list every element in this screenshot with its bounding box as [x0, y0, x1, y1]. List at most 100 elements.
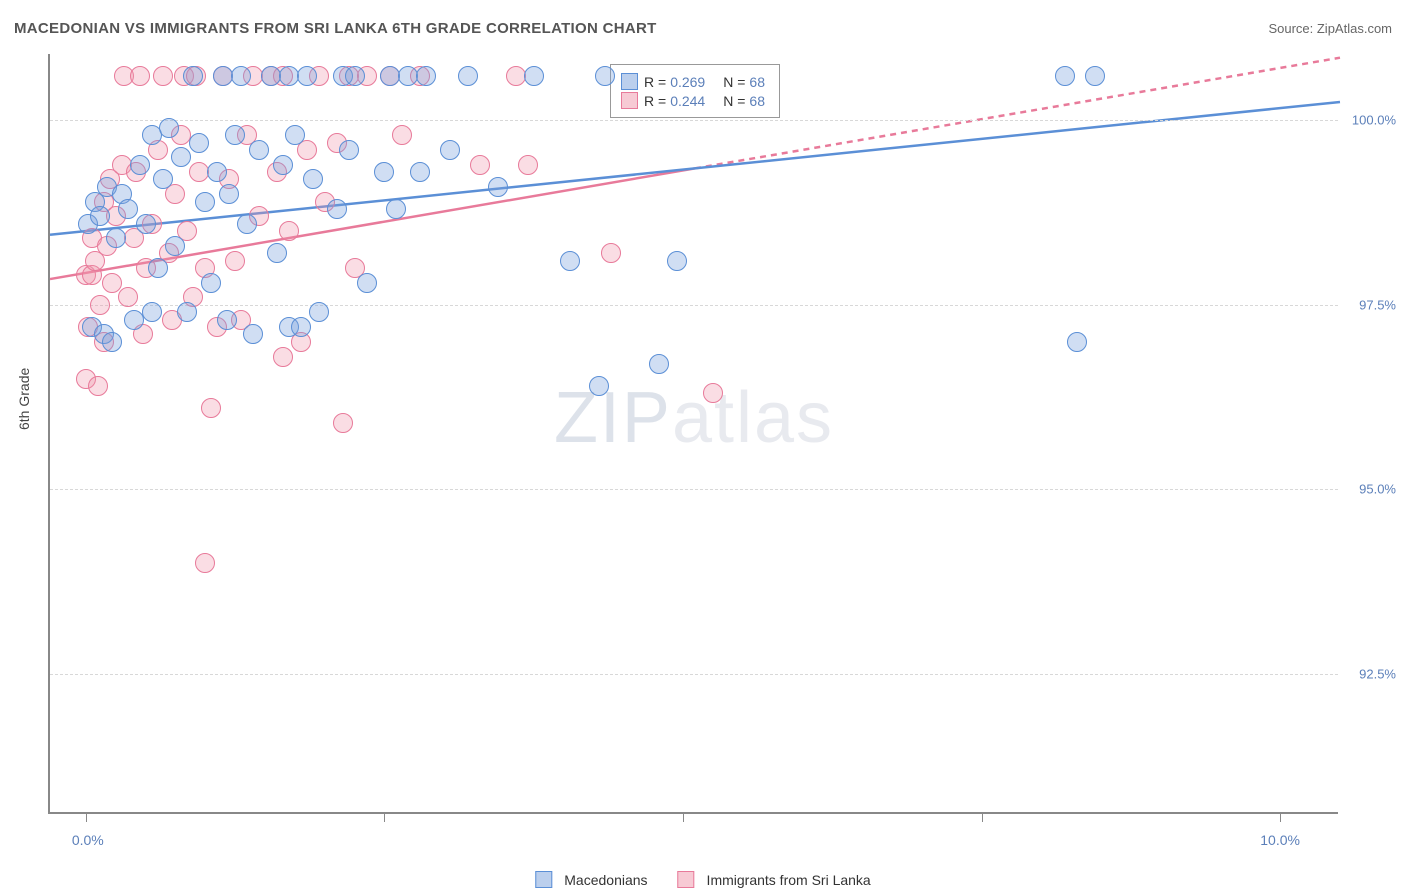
x-tick — [1280, 812, 1281, 822]
scatter-point-blue — [416, 66, 436, 86]
gridline — [50, 120, 1338, 121]
x-tick — [86, 812, 87, 822]
stat-r-label: R = — [644, 93, 666, 109]
scatter-point-blue — [249, 140, 269, 160]
scatter-point-pink — [90, 295, 110, 315]
scatter-point-blue — [589, 376, 609, 396]
legend-item: Macedonians — [535, 871, 647, 888]
legend-label: Immigrants from Sri Lanka — [707, 872, 871, 888]
scatter-point-blue — [440, 140, 460, 160]
stat-n-label: N = — [723, 74, 745, 90]
scatter-point-pink — [195, 553, 215, 573]
scatter-point-pink — [102, 273, 122, 293]
scatter-point-blue — [386, 199, 406, 219]
x-tick — [683, 812, 684, 822]
scatter-point-blue — [183, 66, 203, 86]
scatter-point-blue — [177, 302, 197, 322]
scatter-point-blue — [207, 162, 227, 182]
scatter-point-blue — [357, 273, 377, 293]
scatter-point-blue — [90, 206, 110, 226]
x-tick — [384, 812, 385, 822]
scatter-point-blue — [524, 66, 544, 86]
scatter-point-pink — [130, 66, 150, 86]
y-tick-label: 92.5% — [1359, 666, 1396, 681]
scatter-point-blue — [267, 243, 287, 263]
stat-n-value: 68 — [749, 93, 765, 109]
scatter-point-pink — [88, 376, 108, 396]
scatter-point-blue — [148, 258, 168, 278]
gridline — [50, 489, 1338, 490]
stat-r-value: 0.269 — [670, 74, 705, 90]
scatter-point-blue — [667, 251, 687, 271]
scatter-point-blue — [309, 302, 329, 322]
scatter-point-blue — [201, 273, 221, 293]
scatter-point-blue — [217, 310, 237, 330]
scatter-point-blue — [243, 324, 263, 344]
stats-legend-row: R =0.244 N =68 — [621, 92, 769, 109]
stat-n-label: N = — [723, 93, 745, 109]
legend-swatch — [535, 871, 552, 888]
gridline — [50, 674, 1338, 675]
title-bar: MACEDONIAN VS IMMIGRANTS FROM SRI LANKA … — [14, 20, 1392, 37]
legend-swatch — [621, 92, 638, 109]
scatter-point-blue — [102, 332, 122, 352]
scatter-point-blue — [153, 169, 173, 189]
scatter-point-pink — [201, 398, 221, 418]
scatter-point-blue — [136, 214, 156, 234]
stats-legend-row: R =0.269N =68 — [621, 73, 769, 90]
scatter-point-blue — [649, 354, 669, 374]
scatter-point-blue — [231, 66, 251, 86]
scatter-point-pink — [153, 66, 173, 86]
legend-label: Macedonians — [564, 872, 647, 888]
scatter-point-blue — [1055, 66, 1075, 86]
scatter-point-blue — [1085, 66, 1105, 86]
y-tick-label: 97.5% — [1359, 297, 1396, 312]
scatter-point-blue — [130, 155, 150, 175]
scatter-point-blue — [171, 147, 191, 167]
plot-area: ZIPatlas R =0.269N =68R =0.244N =68 92.5… — [48, 54, 1338, 814]
chart-title: MACEDONIAN VS IMMIGRANTS FROM SRI LANKA … — [14, 20, 657, 37]
scatter-point-blue — [291, 317, 311, 337]
scatter-point-blue — [458, 66, 478, 86]
trend-lines-svg — [50, 54, 1340, 814]
scatter-point-blue — [488, 177, 508, 197]
scatter-point-blue — [237, 214, 257, 234]
scatter-point-blue — [327, 199, 347, 219]
scatter-point-pink — [225, 251, 245, 271]
scatter-point-pink — [703, 383, 723, 403]
scatter-point-blue — [285, 125, 305, 145]
legend-swatch — [678, 871, 695, 888]
scatter-point-pink — [279, 221, 299, 241]
scatter-point-blue — [195, 192, 215, 212]
scatter-point-blue — [374, 162, 394, 182]
scatter-point-blue — [410, 162, 430, 182]
scatter-point-pink — [601, 243, 621, 263]
scatter-point-pink — [118, 287, 138, 307]
scatter-point-blue — [118, 199, 138, 219]
scatter-point-pink — [392, 125, 412, 145]
scatter-point-blue — [142, 302, 162, 322]
scatter-point-blue — [159, 118, 179, 138]
scatter-point-blue — [165, 236, 185, 256]
y-tick-label: 100.0% — [1352, 113, 1396, 128]
scatter-point-pink — [518, 155, 538, 175]
scatter-point-blue — [339, 140, 359, 160]
series-legend: Macedonians Immigrants from Sri Lanka — [535, 871, 870, 888]
legend-swatch — [621, 73, 638, 90]
stats-legend-box: R =0.269N =68R =0.244N =68 — [610, 64, 780, 118]
scatter-point-blue — [225, 125, 245, 145]
scatter-point-blue — [273, 155, 293, 175]
scatter-point-blue — [106, 228, 126, 248]
scatter-point-blue — [297, 66, 317, 86]
scatter-point-blue — [189, 133, 209, 153]
y-axis-title: 6th Grade — [16, 368, 32, 430]
scatter-point-blue — [303, 169, 323, 189]
stat-r-value: 0.244 — [670, 93, 705, 109]
scatter-point-blue — [595, 66, 615, 86]
x-axis-min-label: 0.0% — [72, 832, 104, 848]
source-label: Source: ZipAtlas.com — [1268, 21, 1392, 36]
correlation-scatter-chart: MACEDONIAN VS IMMIGRANTS FROM SRI LANKA … — [0, 0, 1406, 892]
scatter-point-pink — [273, 347, 293, 367]
scatter-point-blue — [1067, 332, 1087, 352]
stat-n-value: 68 — [749, 74, 765, 90]
